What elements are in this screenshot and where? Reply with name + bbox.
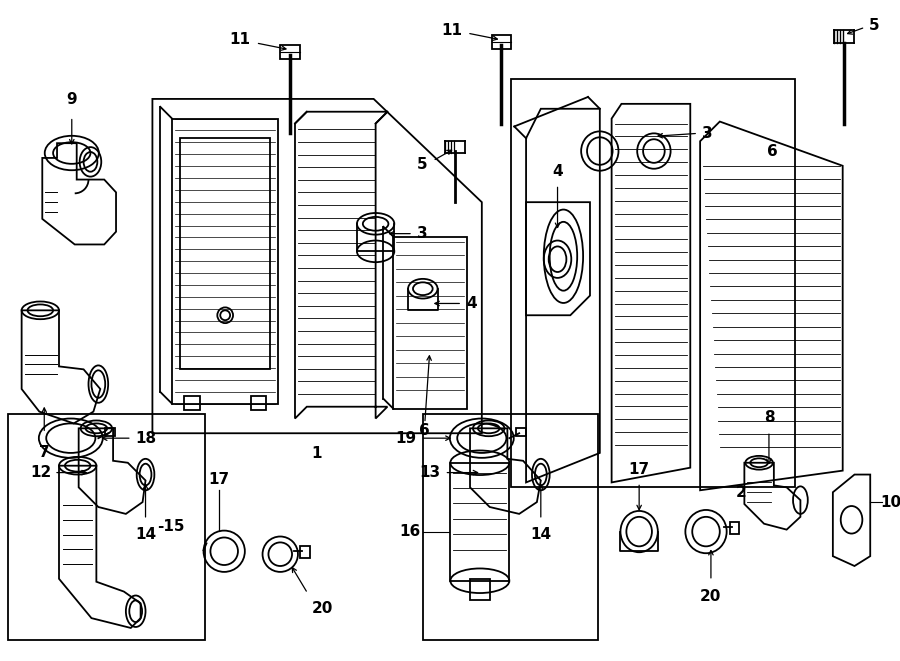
Text: 11: 11: [230, 32, 251, 48]
Bar: [423, 414, 598, 640]
Text: 14: 14: [530, 527, 552, 541]
Text: -15: -15: [158, 519, 184, 534]
Text: 5: 5: [417, 157, 428, 173]
Text: 10: 10: [880, 494, 900, 510]
Text: 8: 8: [763, 410, 774, 426]
Text: 4: 4: [553, 163, 562, 178]
Text: 7: 7: [39, 445, 50, 460]
Text: 9: 9: [67, 92, 77, 107]
Text: 1: 1: [311, 446, 322, 461]
Text: 17: 17: [209, 473, 230, 487]
Text: 5: 5: [869, 18, 880, 32]
Text: 6: 6: [419, 424, 430, 438]
Text: 4: 4: [466, 296, 477, 311]
Bar: [8, 414, 204, 640]
Text: 14: 14: [135, 527, 156, 541]
Text: 12: 12: [30, 465, 51, 480]
Text: 11: 11: [441, 22, 463, 38]
Bar: [184, 396, 200, 410]
Text: 3: 3: [702, 126, 713, 141]
Bar: [180, 138, 270, 369]
Bar: [511, 79, 795, 487]
Bar: [300, 547, 310, 558]
Text: 19: 19: [396, 431, 417, 446]
Text: 13: 13: [419, 465, 440, 480]
Text: 3: 3: [417, 226, 428, 241]
Text: 20: 20: [311, 602, 333, 617]
Text: 16: 16: [400, 524, 421, 539]
Text: 20: 20: [700, 588, 722, 603]
Bar: [105, 428, 115, 436]
Bar: [280, 45, 300, 59]
Bar: [470, 579, 490, 600]
Text: 18: 18: [136, 431, 157, 446]
Bar: [730, 522, 740, 533]
Bar: [251, 396, 266, 410]
Bar: [393, 237, 467, 408]
Text: 2: 2: [735, 485, 746, 500]
Bar: [517, 428, 526, 436]
Bar: [172, 118, 278, 404]
Bar: [491, 35, 511, 49]
Text: 6: 6: [767, 143, 778, 159]
Text: 17: 17: [628, 461, 650, 477]
Bar: [450, 463, 509, 581]
